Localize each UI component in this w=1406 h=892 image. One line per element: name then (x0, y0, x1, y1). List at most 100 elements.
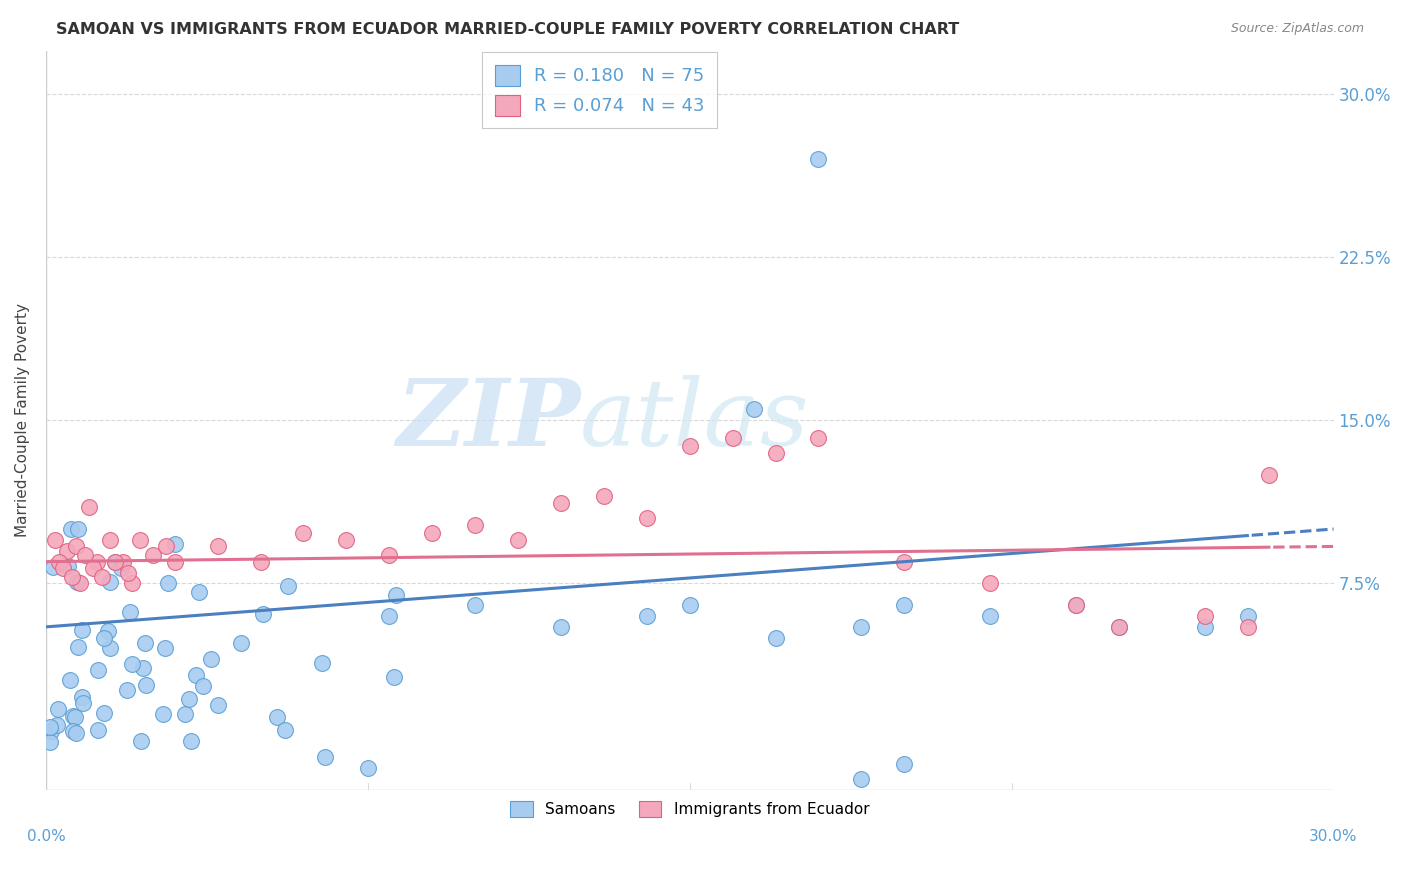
Samoans (153, 641, 176, 656)
Samoans (314, 750, 336, 764)
Y-axis label: Married-Couple Family Poverty: Married-Couple Family Poverty (15, 303, 30, 537)
Immigrants from Ecuador (82, 561, 104, 575)
Immigrants from Ecuador (129, 533, 152, 547)
Samoans (157, 576, 180, 591)
Samoans (357, 761, 380, 775)
Samoans (87, 723, 110, 738)
Samoans (893, 598, 915, 612)
Samoans (385, 588, 408, 602)
Immigrants from Ecuador (56, 543, 79, 558)
Samoans (66, 640, 89, 654)
Immigrants from Ecuador (979, 576, 1001, 591)
Text: SAMOAN VS IMMIGRANTS FROM ECUADOR MARRIED-COUPLE FAMILY POVERTY CORRELATION CHAR: SAMOAN VS IMMIGRANTS FROM ECUADOR MARRIE… (56, 22, 959, 37)
Samoans (120, 605, 142, 619)
Text: 30.0%: 30.0% (1309, 829, 1358, 844)
Samoans (1236, 609, 1258, 624)
Samoans (207, 698, 229, 712)
Immigrants from Ecuador (65, 540, 87, 554)
Immigrants from Ecuador (420, 526, 443, 541)
Samoans (110, 561, 132, 575)
Samoans (311, 656, 333, 670)
Legend: R = 0.180   N = 75, R = 0.074   N = 43: R = 0.180 N = 75, R = 0.074 N = 43 (482, 53, 717, 128)
Immigrants from Ecuador (550, 496, 572, 510)
Samoans (115, 682, 138, 697)
Samoans (152, 706, 174, 721)
Samoans (121, 657, 143, 672)
Immigrants from Ecuador (292, 526, 315, 541)
Immigrants from Ecuador (52, 561, 75, 575)
Samoans (62, 724, 84, 739)
Samoans (851, 772, 873, 786)
Samoans (277, 579, 299, 593)
Immigrants from Ecuador (721, 431, 744, 445)
Samoans (98, 641, 121, 656)
Immigrants from Ecuador (73, 548, 96, 562)
Samoans (893, 756, 915, 771)
Samoans (180, 734, 202, 748)
Samoans (163, 537, 186, 551)
Samoans (135, 678, 157, 692)
Samoans (1064, 598, 1087, 612)
Samoans (636, 609, 658, 624)
Samoans (132, 661, 155, 675)
Immigrants from Ecuador (679, 439, 702, 453)
Text: ZIP: ZIP (396, 376, 581, 466)
Immigrants from Ecuador (117, 566, 139, 580)
Text: Source: ZipAtlas.com: Source: ZipAtlas.com (1230, 22, 1364, 36)
Immigrants from Ecuador (593, 490, 616, 504)
Samoans (129, 733, 152, 747)
Immigrants from Ecuador (636, 511, 658, 525)
Immigrants from Ecuador (86, 555, 108, 569)
Samoans (39, 723, 62, 738)
Samoans (807, 153, 830, 167)
Samoans (1108, 620, 1130, 634)
Immigrants from Ecuador (48, 555, 70, 569)
Samoans (1194, 620, 1216, 634)
Samoans (252, 607, 274, 621)
Samoans (191, 679, 214, 693)
Immigrants from Ecuador (104, 555, 127, 569)
Immigrants from Ecuador (893, 555, 915, 569)
Immigrants from Ecuador (207, 540, 229, 554)
Immigrants from Ecuador (1108, 620, 1130, 634)
Text: atlas: atlas (581, 376, 810, 466)
Samoans (66, 522, 89, 536)
Immigrants from Ecuador (112, 555, 135, 569)
Immigrants from Ecuador (163, 555, 186, 569)
Immigrants from Ecuador (90, 570, 112, 584)
Immigrants from Ecuador (44, 533, 66, 547)
Samoans (98, 575, 121, 590)
Immigrants from Ecuador (98, 533, 121, 547)
Immigrants from Ecuador (1258, 467, 1281, 482)
Samoans (742, 402, 765, 417)
Samoans (851, 620, 873, 634)
Samoans (104, 555, 127, 569)
Samoans (93, 632, 115, 646)
Immigrants from Ecuador (69, 576, 91, 591)
Samoans (65, 710, 87, 724)
Samoans (72, 697, 94, 711)
Samoans (184, 668, 207, 682)
Samoans (62, 709, 84, 723)
Immigrants from Ecuador (765, 446, 787, 460)
Samoans (679, 598, 702, 612)
Samoans (65, 726, 87, 740)
Immigrants from Ecuador (378, 548, 401, 562)
Immigrants from Ecuador (155, 540, 177, 554)
Samoans (134, 636, 156, 650)
Samoans (187, 584, 209, 599)
Samoans (200, 651, 222, 665)
Samoans (378, 609, 401, 624)
Immigrants from Ecuador (142, 548, 165, 562)
Immigrants from Ecuador (60, 570, 83, 584)
Samoans (177, 692, 200, 706)
Immigrants from Ecuador (249, 555, 271, 569)
Immigrants from Ecuador (807, 431, 830, 445)
Samoans (229, 636, 252, 650)
Immigrants from Ecuador (1194, 609, 1216, 624)
Immigrants from Ecuador (335, 533, 357, 547)
Samoans (59, 522, 82, 536)
Samoans (59, 673, 82, 688)
Immigrants from Ecuador (1064, 598, 1087, 612)
Immigrants from Ecuador (464, 517, 486, 532)
